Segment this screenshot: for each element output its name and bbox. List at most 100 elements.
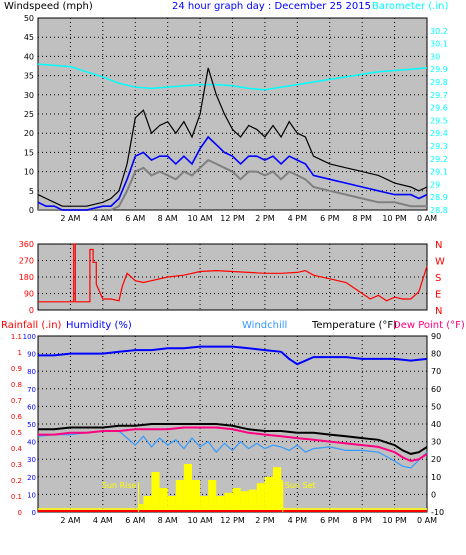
temperature-x-tick-label: 12 PM — [220, 516, 245, 525]
windspeed-axis-label: Windspeed (mph) — [4, 1, 93, 12]
rain-bar — [256, 483, 265, 512]
dewpoint-label: Dew Point (°F) — [393, 320, 465, 331]
windspeed-y-tick-label: 0 — [29, 206, 34, 215]
barometer-tick-label: 28.8 — [430, 206, 448, 215]
sunset-annotation: Sun Set — [285, 481, 316, 490]
wind-average-line — [37, 135, 428, 211]
temperature-tick-label: 60 — [431, 385, 441, 394]
wind-direction-y-tick-label: 270 — [19, 257, 34, 266]
windspeed-y-tick-label: 35 — [24, 72, 34, 81]
windspeed-x-tick-label: 12 PM — [220, 214, 245, 223]
temperature-tick-label: 30 — [431, 438, 441, 447]
dewpoint-line — [38, 426, 428, 463]
rain-bar — [183, 464, 192, 512]
windspeed-x-tick-label: 10 AM — [188, 214, 213, 223]
temperature-tick-label: 10 — [431, 473, 441, 482]
barometer-tick-label: 29.1 — [430, 168, 448, 177]
temperature-x-tick-label: 2 AM — [60, 516, 80, 525]
windspeed-x-tick-label: 6 PM — [320, 214, 339, 223]
temperature-x-tick-label: 10 AM — [188, 516, 213, 525]
barometer-tick-label: 29.8 — [430, 78, 448, 87]
barometer-tick-label: 29.6 — [430, 104, 448, 113]
rainfall-tick-label: 0 — [18, 509, 22, 517]
windspeed-y-tick-label: 50 — [24, 14, 34, 23]
temperature-tick-label: 50 — [431, 402, 441, 411]
barometer-tick-label: 30.1 — [430, 40, 448, 49]
humidity-tick-label: 30 — [27, 456, 36, 464]
temperature-x-tick-label: 6 PM — [320, 516, 339, 525]
rain-bar — [175, 480, 184, 512]
temperature-x-tick-label: 10 PM — [382, 516, 407, 525]
temperature-x-tick-label: 4 AM — [93, 516, 113, 525]
humidity-tick-label: 20 — [27, 474, 36, 482]
rain-bar — [159, 488, 168, 512]
rainfall-tick-label: 0.7 — [11, 397, 22, 405]
barometer-tick-label: 29.3 — [430, 142, 448, 151]
barometer-axis-label: Barometer (.in) — [372, 1, 449, 12]
temperature-tick-label: 90 — [431, 332, 441, 341]
humidity-tick-label: 10 — [27, 491, 36, 499]
rain-bar — [273, 467, 282, 512]
humidity-line — [38, 345, 428, 366]
wind-direction-y-tick-label: 180 — [19, 273, 34, 282]
windspeed-y-tick-label: 30 — [24, 91, 34, 100]
humidity-tick-label: 70 — [27, 386, 36, 394]
sunrise-annotation: Sun Rise — [102, 481, 137, 490]
windspeed-x-tick-label: 10 PM — [382, 214, 407, 223]
rain-bar — [167, 496, 176, 512]
temperature-tick-label: 40 — [431, 420, 441, 429]
rain-bar — [138, 504, 144, 512]
barometer-tick-label: 28.9 — [430, 193, 448, 202]
rain-bar — [281, 480, 283, 512]
windspeed-x-tick-label: 4 AM — [93, 214, 113, 223]
rain-bar — [240, 491, 249, 512]
windspeed-y-tick-label: 40 — [24, 52, 34, 61]
temperature-tick-label: 80 — [431, 350, 441, 359]
temperature-x-tick-label: 0 AM — [417, 516, 437, 525]
compass-direction-label: E — [435, 290, 441, 301]
windspeed-y-tick-label: 20 — [24, 129, 34, 138]
windspeed-y-tick-label: 25 — [24, 110, 34, 119]
temperature-line — [38, 423, 428, 455]
windspeed-x-tick-label: 2 PM — [255, 214, 274, 223]
humidity-tick-label: 0 — [32, 509, 36, 517]
windspeed-x-tick-label: 8 AM — [158, 214, 178, 223]
compass-direction-label: N — [435, 240, 442, 251]
wind-direction-y-tick-label: 90 — [24, 290, 34, 299]
rainfall-tick-label: 0.5 — [11, 429, 22, 437]
barometer-tick-label: 29.2 — [430, 155, 448, 164]
barometer-tick-label: 30 — [430, 52, 440, 61]
temperature-x-tick-label: 2 PM — [255, 516, 274, 525]
barometer-tick-label: 29.7 — [430, 91, 448, 100]
rain-bar — [191, 480, 201, 512]
humidity-tick-label: 60 — [27, 403, 36, 411]
wind-low-line — [38, 158, 427, 211]
rain-bar — [248, 489, 257, 512]
rainfall-tick-label: 1.1 — [11, 333, 22, 341]
rain-bar — [216, 496, 225, 512]
temperature-x-tick-label: 6 AM — [125, 516, 145, 525]
humidity-tick-label: 100 — [23, 333, 36, 341]
wind-direction-y-tick-label: 360 — [19, 240, 34, 249]
temperature-label: Temperature (°F) — [312, 320, 398, 331]
rainfall-tick-label: 0.6 — [11, 413, 23, 421]
rainfall-tick-label: 1 — [18, 349, 22, 357]
humidity-axis-label: Humidity (%) — [66, 320, 132, 331]
rain-bar — [151, 472, 160, 512]
windspeed-x-tick-label: 4 PM — [288, 214, 307, 223]
windspeed-x-tick-label: 2 AM — [60, 214, 80, 223]
windspeed-y-tick-label: 15 — [24, 148, 34, 157]
barometer-tick-label: 29 — [430, 180, 440, 189]
temperature-tick-label: 70 — [431, 367, 441, 376]
chart-title: 24 hour graph day : December 25 2015 — [172, 1, 371, 12]
humidity-tick-label: 50 — [27, 421, 36, 429]
windspeed-x-tick-label: 8 PM — [352, 214, 371, 223]
windspeed-y-tick-label: 45 — [24, 33, 34, 42]
barometer-tick-label: 29.5 — [430, 116, 448, 125]
temperature-tick-label: 0 — [431, 490, 436, 499]
compass-direction-label: N — [435, 306, 442, 317]
temperature-x-tick-label: 8 PM — [352, 516, 371, 525]
rain-bar — [200, 496, 209, 512]
rain-bar — [224, 492, 233, 512]
